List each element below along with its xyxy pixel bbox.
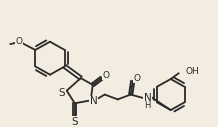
Text: S: S [72, 117, 78, 127]
Text: OH: OH [186, 67, 199, 76]
Text: O: O [102, 71, 109, 80]
Text: O: O [133, 74, 140, 83]
Text: O: O [16, 37, 23, 46]
Text: S: S [58, 88, 65, 98]
Text: H: H [145, 101, 151, 110]
Text: N: N [144, 93, 152, 103]
Text: N: N [90, 96, 98, 106]
